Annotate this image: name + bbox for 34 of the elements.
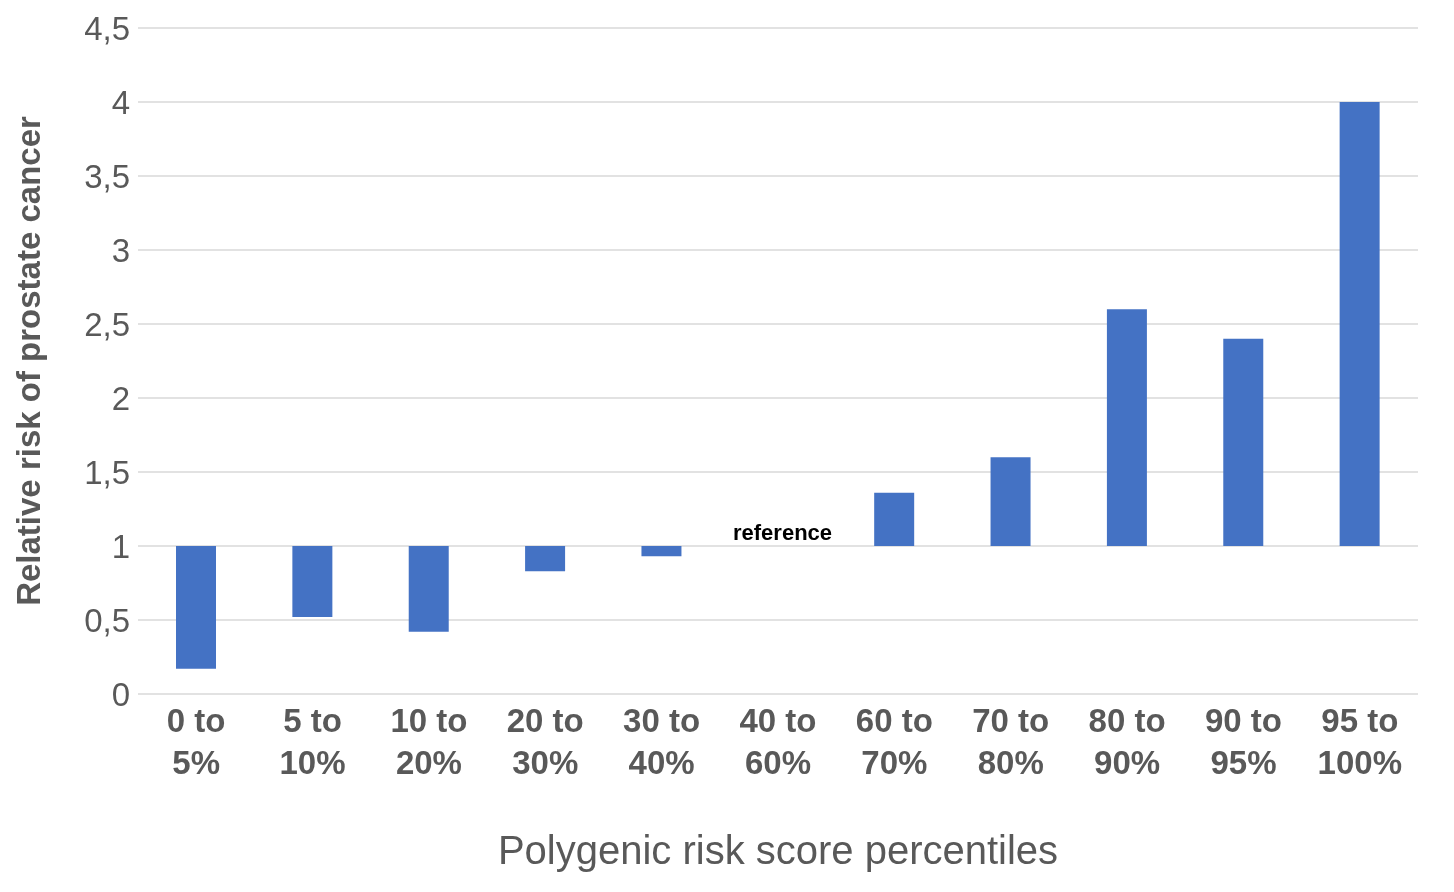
bar <box>1223 338 1264 546</box>
y-tick-label: 4,5 <box>84 9 130 47</box>
x-tick-label: 30 to 40% <box>623 702 701 781</box>
bar <box>292 546 333 618</box>
y-tick-label: 0,5 <box>84 601 130 639</box>
x-tick-label: 90 to 95% <box>1204 702 1282 781</box>
bar <box>874 492 915 546</box>
bar <box>1339 102 1380 546</box>
y-tick-label: 3,5 <box>84 157 130 195</box>
bar <box>641 546 682 557</box>
x-tick-label: 80 to 90% <box>1088 702 1166 781</box>
bar <box>525 546 566 572</box>
y-axis-title: Relative risk of prostate cancer <box>9 115 47 606</box>
y-tick-label: 0 <box>111 675 130 713</box>
y-tick-label: 4 <box>111 83 130 121</box>
y-tick-label: 2 <box>111 379 130 417</box>
bar <box>408 546 449 632</box>
x-tick-label: 10 to 20% <box>390 702 468 781</box>
y-tick-label: 2,5 <box>84 305 130 343</box>
x-tick-label: 5 to 10% <box>279 702 346 781</box>
y-tick-label: 1 <box>111 527 130 565</box>
x-tick-label: 60 to 70% <box>855 702 933 781</box>
x-tick-label: 95 to 100% <box>1317 702 1403 781</box>
annotation: reference <box>733 520 833 546</box>
bar <box>176 546 216 669</box>
x-tick-label: 20 to 30% <box>506 702 584 781</box>
x-axis-title: Polygenic risk score percentiles <box>497 828 1059 872</box>
bar <box>1106 309 1147 546</box>
y-tick-label: 3 <box>111 231 130 269</box>
y-tick-label: 1,5 <box>84 453 130 491</box>
x-tick-label: 40 to 60% <box>739 702 817 781</box>
x-tick-label: 70 to 80% <box>972 702 1050 781</box>
bar <box>990 457 1031 546</box>
x-tick-label: 0 to 5% <box>166 702 226 781</box>
